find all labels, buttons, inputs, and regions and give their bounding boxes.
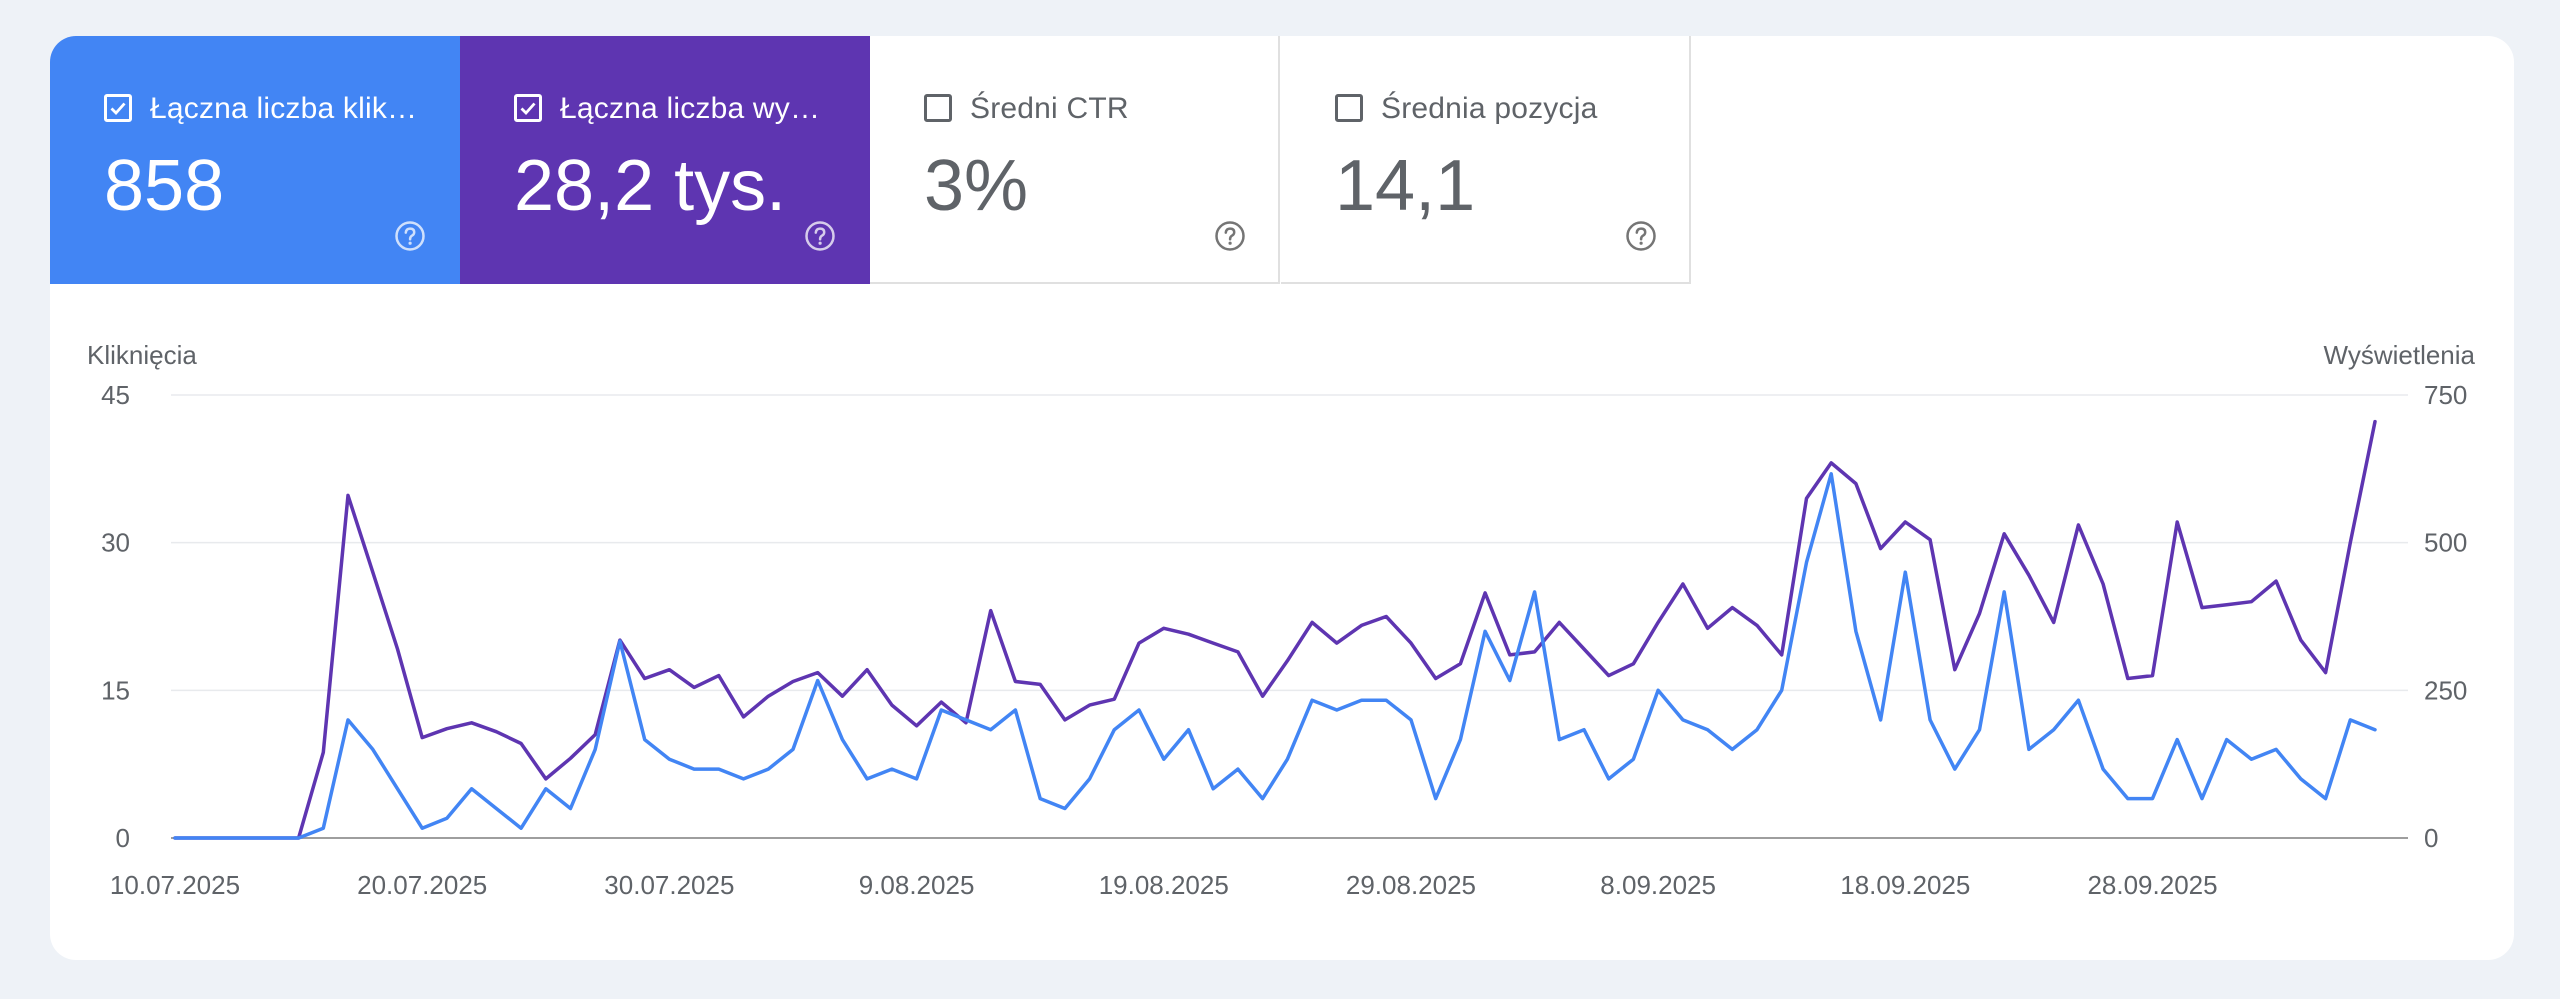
y-tick-label-right: 750: [2424, 380, 2467, 410]
x-tick-label: 20.07.2025: [357, 870, 487, 900]
y-tick-label-left: 0: [116, 823, 130, 853]
help-icon[interactable]: [804, 220, 836, 252]
metric-label: Średnia pozycja: [1381, 92, 1598, 125]
x-tick-label: 29.08.2025: [1346, 870, 1476, 900]
metric-label: Łączna liczba wy…: [560, 92, 821, 125]
ctr-checkbox[interactable]: [924, 94, 952, 122]
y-tick-label-right: 250: [2424, 675, 2467, 705]
x-tick-label: 8.09.2025: [1600, 870, 1716, 900]
x-tick-label: 10.07.2025: [110, 870, 240, 900]
x-tick-label: 19.08.2025: [1099, 870, 1229, 900]
metric-card-impressions[interactable]: Łączna liczba wy… 28,2 tys.: [460, 36, 870, 284]
performance-chart: Kliknięcia Wyświetlenia 0 0 15 250 30 500 45 75…: [87, 340, 2476, 900]
y-tick-label-left: 30: [101, 528, 130, 558]
checkmark-icon: [110, 102, 126, 116]
y-axis-label-right: Wyświetlenia: [2324, 340, 2476, 370]
metric-value: 28,2 tys.: [514, 146, 787, 226]
impressions-checkbox[interactable]: [514, 94, 542, 122]
help-icon[interactable]: [1214, 220, 1246, 252]
help-icon[interactable]: [394, 220, 426, 252]
series-line-impressions: [173, 419, 2377, 840]
metric-label: Łączna liczba klik…: [150, 92, 418, 125]
metric-card-clicks[interactable]: Łączna liczba klik… 858: [50, 36, 460, 284]
x-tick-label: 9.08.2025: [859, 870, 975, 900]
series-line-clicks: [173, 472, 2377, 840]
metric-value: 14,1: [1335, 146, 1476, 226]
metric-card-position[interactable]: Średnia pozycja 14,1: [1281, 36, 1691, 284]
y-tick-label-right: 0: [2424, 823, 2438, 853]
performance-panel: Łączna liczba klik… 858 Łączna liczba wy…: [50, 36, 2514, 960]
metric-value: 858: [104, 146, 225, 226]
position-checkbox[interactable]: [1335, 94, 1363, 122]
y-tick-label-left: 45: [101, 380, 130, 410]
metric-card-ctr[interactable]: Średni CTR 3%: [870, 36, 1280, 284]
metric-label: Średni CTR: [970, 92, 1129, 125]
metric-value: 3%: [924, 146, 1029, 226]
clicks-checkbox[interactable]: [104, 94, 132, 122]
checkmark-icon: [520, 102, 536, 116]
help-icon[interactable]: [1625, 220, 1657, 252]
y-axis-label-left: Kliknięcia: [87, 340, 197, 370]
x-tick-label: 30.07.2025: [604, 870, 734, 900]
x-tick-label: 28.09.2025: [2087, 870, 2217, 900]
x-tick-label: 18.09.2025: [1840, 870, 1970, 900]
y-tick-label-left: 15: [101, 675, 130, 705]
y-tick-label-right: 500: [2424, 528, 2467, 558]
